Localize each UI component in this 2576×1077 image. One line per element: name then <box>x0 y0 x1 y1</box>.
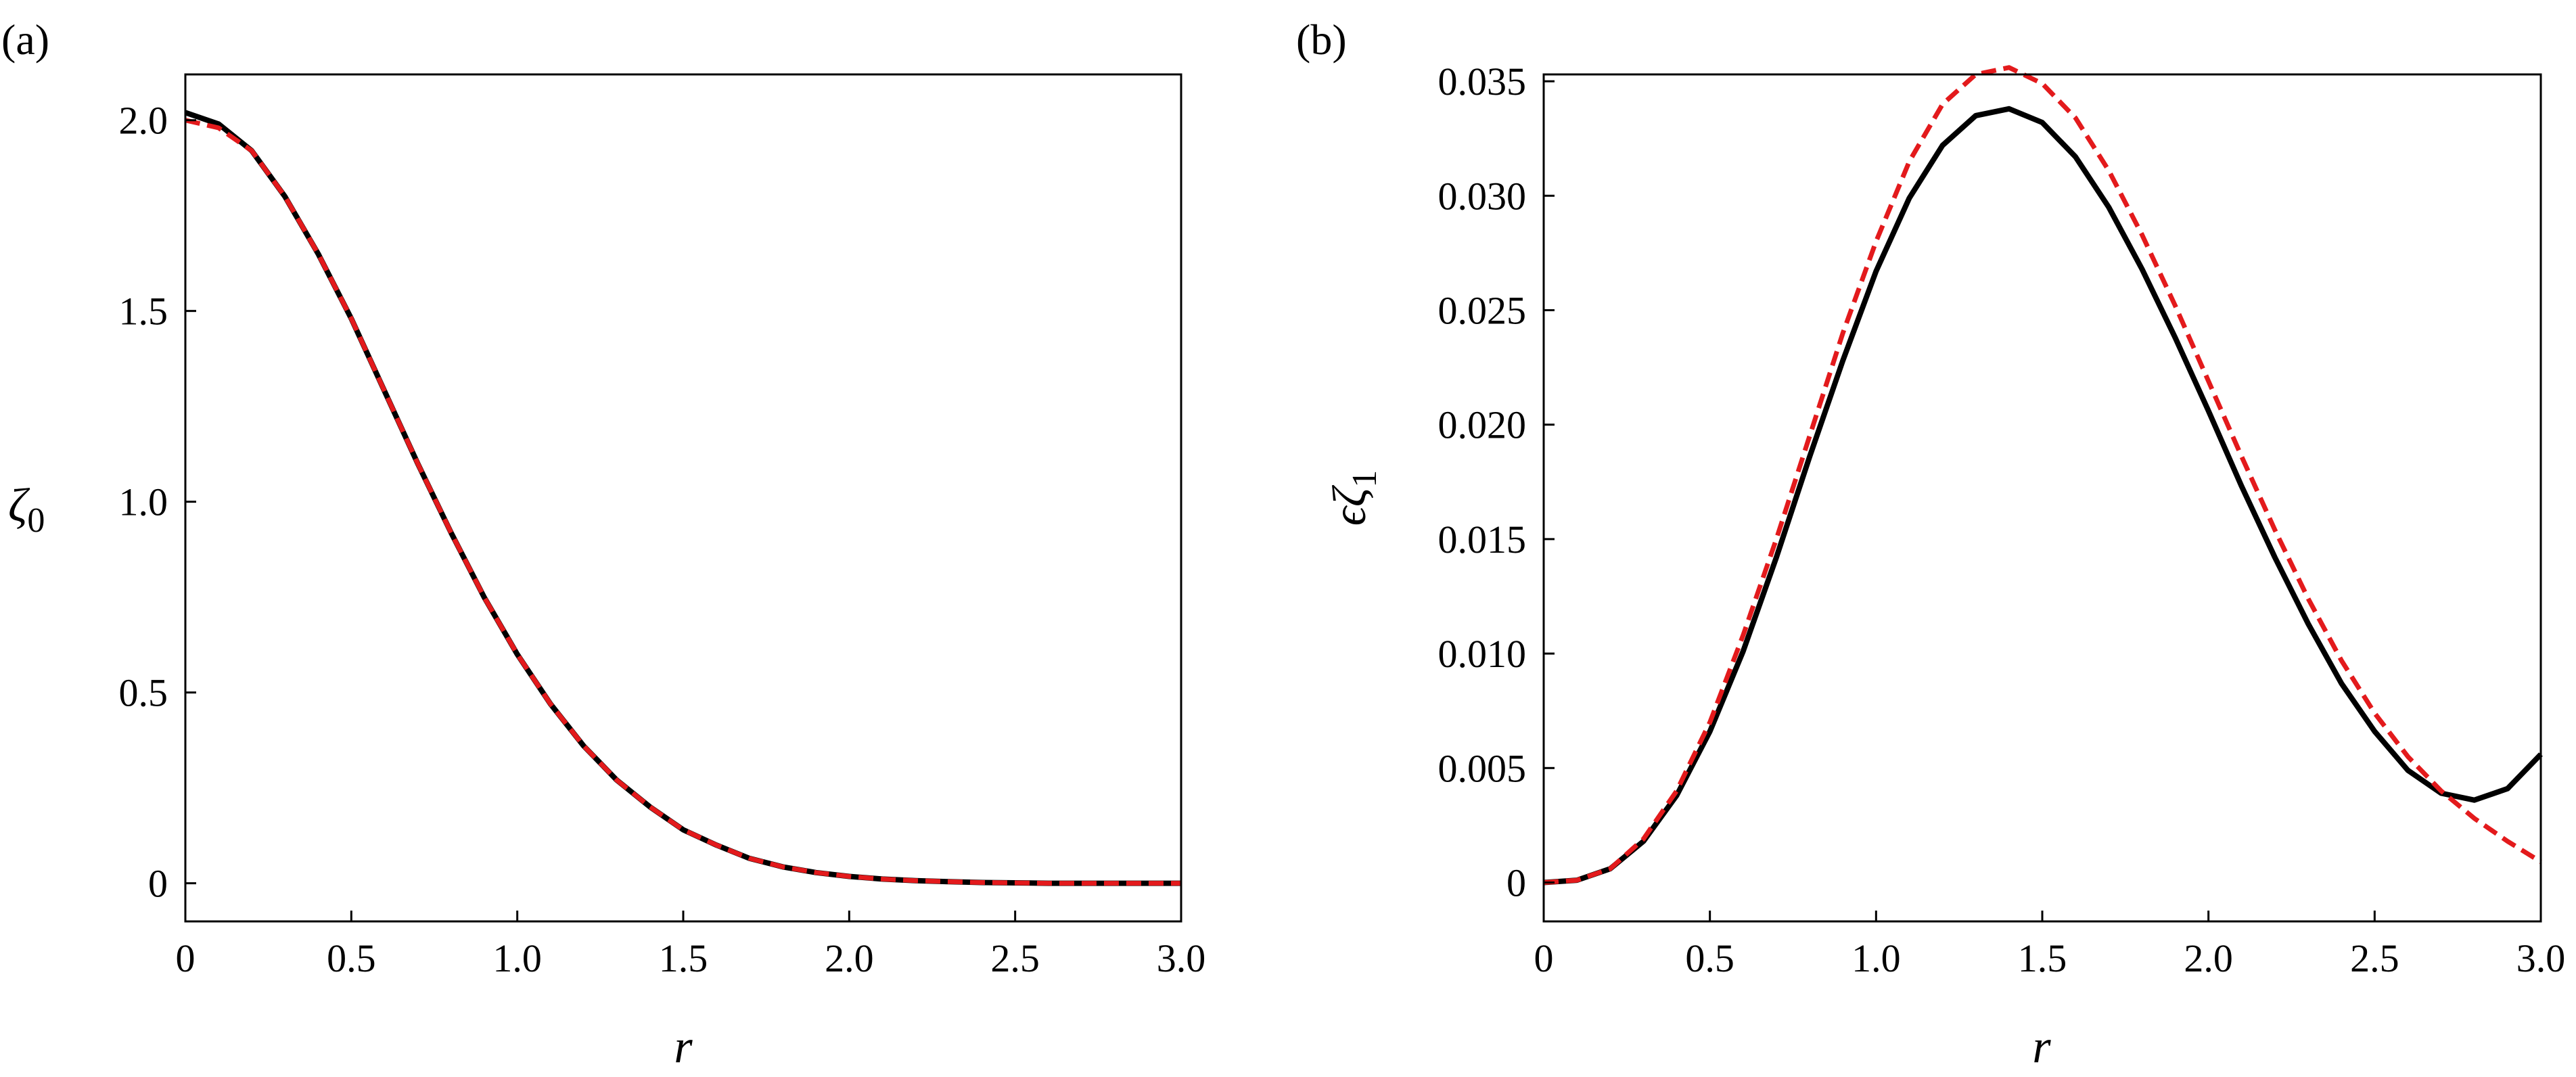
plot-area <box>184 110 1181 886</box>
y-tick-label: 0 <box>1506 861 1526 904</box>
y-tick-label: 0.5 <box>119 671 168 715</box>
panel-label: (a) <box>1 16 49 64</box>
series-line-0 <box>184 110 1181 886</box>
series-line-0 <box>1543 106 2543 886</box>
x-tick-label: 2.0 <box>825 936 874 980</box>
panel-label: (b) <box>1296 16 1347 64</box>
y-axis-label: ζ0 <box>8 480 45 540</box>
x-tick-label: 1.5 <box>2018 936 2067 980</box>
x-tick-label: 0 <box>1534 936 1554 980</box>
y-tick-label: 0.015 <box>1438 518 1527 562</box>
y-axis-label-main: ζ <box>8 480 30 532</box>
x-tick-label: 1.0 <box>1852 936 1901 980</box>
x-tick-label: 1.0 <box>492 936 542 980</box>
y-tick-label: 1.0 <box>119 480 168 524</box>
y-axis-label-subscript: 0 <box>27 501 45 540</box>
y-tick-label: 0.025 <box>1438 289 1527 333</box>
y-tick-label: 0.005 <box>1438 746 1527 790</box>
y-tick-label: 1.5 <box>119 290 168 334</box>
x-axis-label: r <box>674 1021 693 1073</box>
x-tick-label: 2.0 <box>2184 936 2233 980</box>
x-tick-label: 2.5 <box>2350 936 2399 980</box>
y-tick-label: 2.0 <box>119 99 168 143</box>
series-line-1 <box>185 118 1181 886</box>
y-axis-label-main: ϵζ <box>1324 484 1376 526</box>
x-tick-label: 1.5 <box>659 936 708 980</box>
y-tick-label: 0.010 <box>1438 632 1527 676</box>
tick-group: 0 0.5 1.0 1.5 2.0 2.5 3.0 0 0.5 1.0 1.5 2.0 <box>119 99 1206 980</box>
y-tick-label: 0 <box>148 862 168 906</box>
plot-frame <box>1542 73 2542 923</box>
y-tick-label: 0.020 <box>1438 403 1527 447</box>
y-axis-label-subscript: 1 <box>1346 470 1384 488</box>
y-axis-label: ϵζ1 <box>1324 470 1384 526</box>
chart-panel-b: (b) 0 0.5 1.0 1.5 2.0 2.5 3.000.0050.0100.0150… <box>1296 16 2565 1073</box>
x-tick-label: 2.5 <box>990 936 1040 980</box>
x-axis-label: r <box>2032 1021 2051 1073</box>
x-tick-label: 3.0 <box>1157 936 1206 980</box>
plot-frame <box>184 73 1182 923</box>
x-tick-label: 3.0 <box>2516 936 2566 980</box>
x-tick-label: 0 <box>176 936 196 980</box>
series-line-1 <box>1543 65 2542 885</box>
x-tick-label: 0.5 <box>1685 936 1734 980</box>
chart-panel-a: (a) 0 0.5 1.0 1.5 2.0 2.5 3.0 0 0.5 1.0 1.5 2.0 r ζ… <box>1 16 1205 1073</box>
y-tick-label: 0.035 <box>1438 60 1527 104</box>
y-tick-label: 0.030 <box>1438 174 1527 218</box>
tick-group: 0 0.5 1.0 1.5 2.0 2.5 3.0 0 0.005 0.010 0.015 0.020… <box>1438 60 2566 980</box>
x-tick-label: 0.5 <box>327 936 376 980</box>
plot-area <box>1543 65 2543 886</box>
